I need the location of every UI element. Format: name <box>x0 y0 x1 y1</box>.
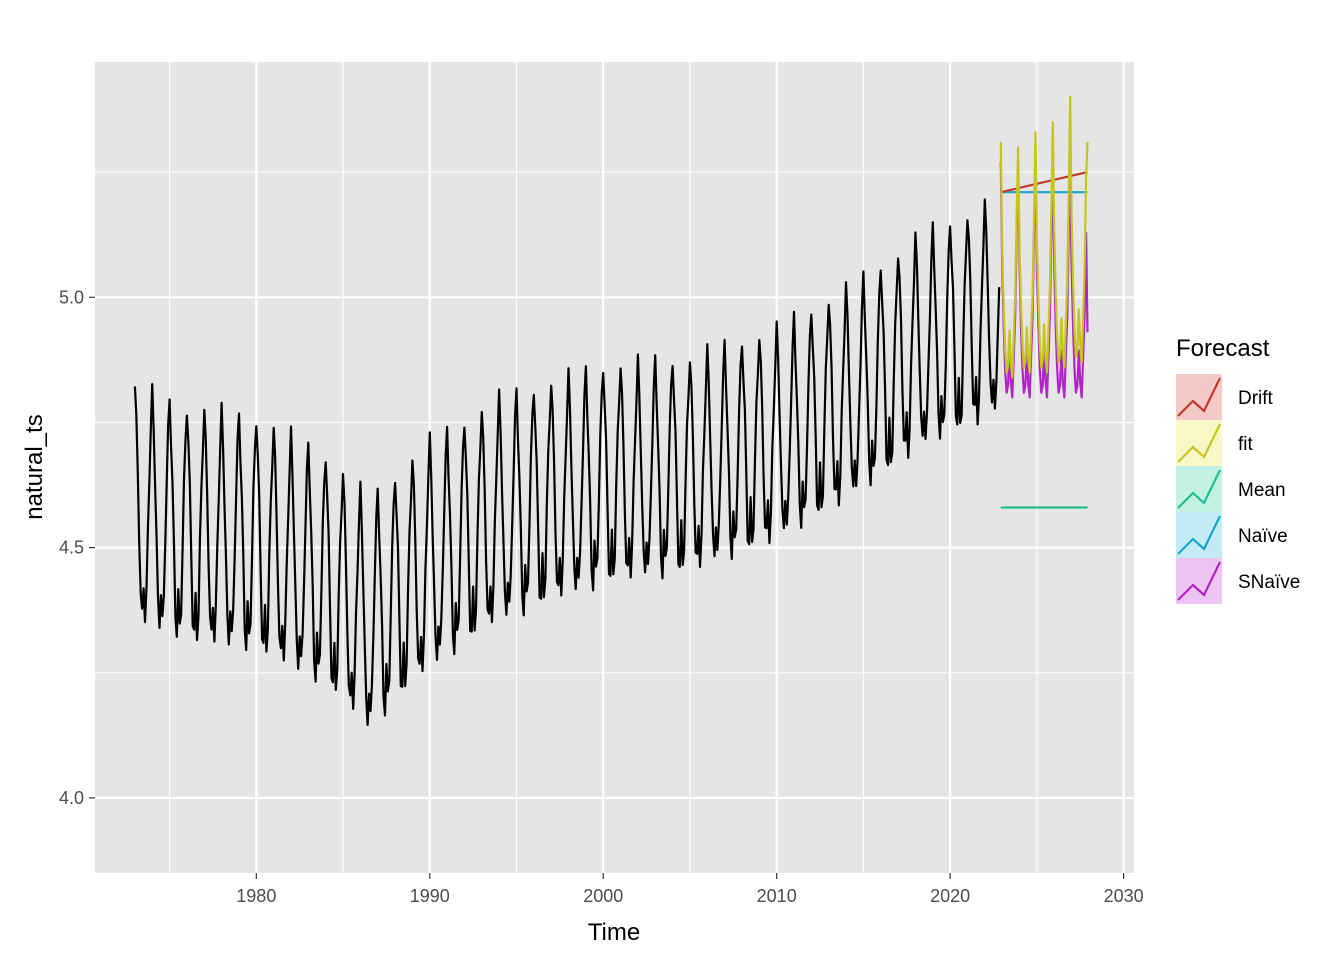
series-line-fit <box>999 95 1089 379</box>
legend-swatch-mean <box>1177 469 1221 509</box>
y-tick-label: 4.0 <box>59 788 84 808</box>
legend-label: Drift <box>1238 388 1274 409</box>
series-line-drift <box>1000 171 1088 194</box>
legend-label: SNaïve <box>1238 572 1300 593</box>
legend-key-fit <box>1176 420 1222 466</box>
plot-panel <box>95 62 1134 873</box>
legend-key-snave <box>1176 558 1222 604</box>
x-axis-ticks: 1980 1990 2000 2010 2020 2030 <box>236 873 1144 906</box>
y-tick-label: 5.0 <box>59 287 84 307</box>
y-axis-title: natural_ts <box>21 414 48 519</box>
legend-swatch-snave <box>1177 561 1221 601</box>
x-tick-label: 2010 <box>757 886 797 906</box>
legend-key-mean <box>1176 466 1222 512</box>
series-layer <box>133 95 1089 727</box>
legend-title: Forecast <box>1176 335 1270 362</box>
x-tick-label: 2030 <box>1104 886 1144 906</box>
x-tick-label: 2020 <box>930 886 970 906</box>
y-tick-label: 4.5 <box>59 538 84 558</box>
legend-key-drift <box>1176 374 1222 420</box>
x-tick-label: 1990 <box>410 886 450 906</box>
legend-key-nave <box>1176 512 1222 558</box>
legend-label: fit <box>1238 434 1254 455</box>
x-tick-label: 1980 <box>236 886 276 906</box>
series-line-history <box>133 198 1001 727</box>
legend-swatch-nave <box>1177 515 1221 555</box>
legend-label: Mean <box>1238 480 1286 501</box>
legend-swatch-drift <box>1177 377 1221 417</box>
legend: Forecast Drift fit Mean Naïve SNaïve <box>1176 335 1300 604</box>
y-axis-ticks: 4.0 4.5 5.0 <box>59 287 95 808</box>
legend-label: Naïve <box>1238 526 1288 547</box>
x-tick-label: 2000 <box>583 886 623 906</box>
x-axis-title: Time <box>588 919 640 946</box>
legend-swatch-fit <box>1177 423 1221 463</box>
